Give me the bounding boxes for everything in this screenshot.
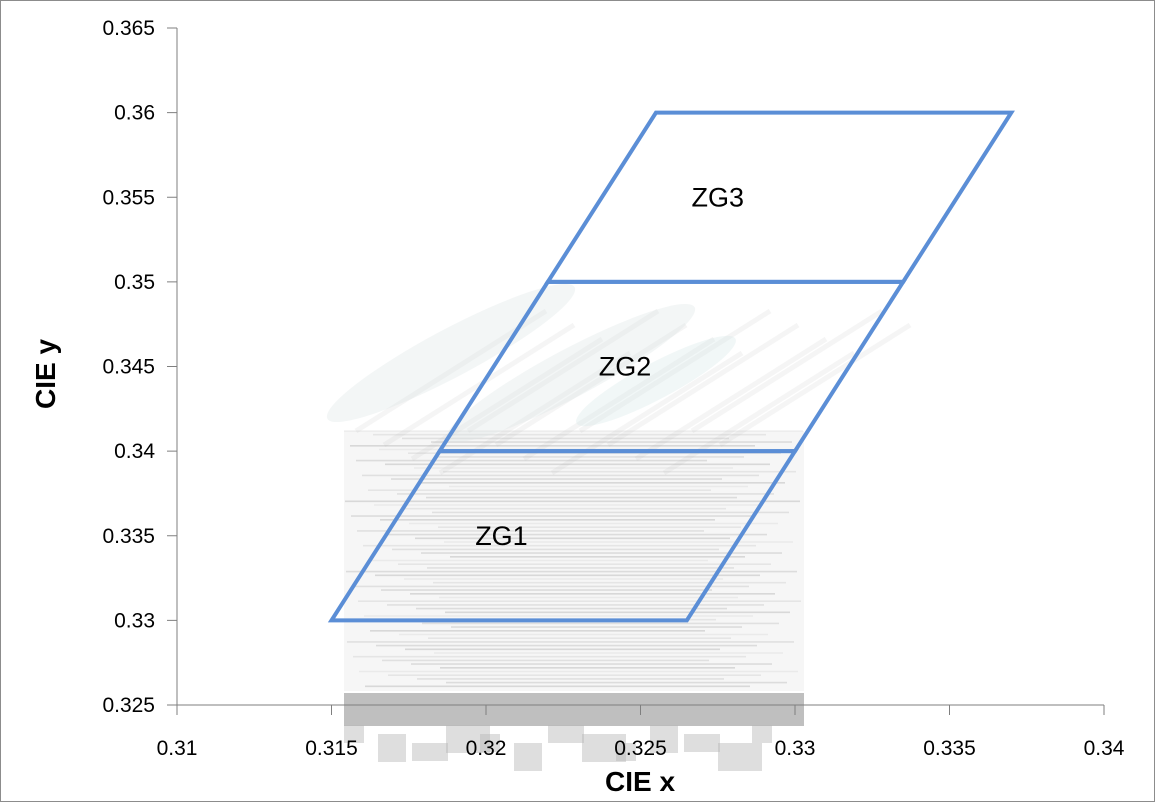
x-axis-title: CIE x bbox=[605, 766, 675, 797]
x-tick-label: 0.31 bbox=[157, 737, 198, 760]
artifact-diagonal bbox=[690, 308, 884, 434]
artifact-ellipse bbox=[576, 335, 736, 427]
artifact-block bbox=[718, 743, 762, 771]
artifact-diagonal bbox=[606, 322, 800, 448]
artifact-diagonal bbox=[634, 336, 828, 462]
artifact-diagonal bbox=[578, 308, 772, 434]
artifact-block bbox=[752, 725, 772, 743]
y-axis-title: CIE y bbox=[30, 339, 61, 409]
region-zg2-label: ZG2 bbox=[599, 352, 652, 382]
y-tick-label: 0.325 bbox=[102, 694, 155, 717]
x-axis: 0.31 0.315 0.32 0.325 0.33 0.335 0.34 bbox=[157, 705, 1125, 760]
compression-band bbox=[344, 431, 804, 691]
background-artifacts bbox=[326, 283, 912, 771]
artifact-block bbox=[344, 725, 364, 743]
y-tick-label: 0.36 bbox=[114, 102, 155, 125]
x-tick-label: 0.34 bbox=[1084, 737, 1125, 760]
artifact-ellipse bbox=[446, 303, 696, 443]
artifact-block bbox=[446, 725, 490, 753]
x-tick-label: 0.325 bbox=[614, 737, 667, 760]
x-tick-label: 0.335 bbox=[923, 737, 976, 760]
artifact-block bbox=[650, 725, 678, 753]
artifact-diagonal bbox=[494, 322, 688, 448]
x-tick-label: 0.32 bbox=[466, 737, 507, 760]
region-zg3-label: ZG3 bbox=[691, 182, 744, 212]
y-tick-label: 0.35 bbox=[114, 271, 155, 294]
artifact-ellipse bbox=[326, 283, 576, 423]
artifact-block bbox=[344, 693, 804, 726]
y-tick-label: 0.365 bbox=[102, 17, 155, 40]
x-tick-label: 0.315 bbox=[305, 737, 358, 760]
y-tick-label: 0.34 bbox=[114, 440, 155, 463]
region-zg1-label: ZG1 bbox=[475, 521, 528, 551]
artifact-diagonal bbox=[466, 308, 660, 434]
artifact-block bbox=[480, 734, 500, 752]
y-axis: 0.325 0.33 0.335 0.34 0.345 0.35 0.355 0.36 0.36… bbox=[102, 17, 177, 717]
y-tick-label: 0.355 bbox=[102, 186, 155, 209]
artifact-block bbox=[684, 734, 720, 752]
artifact-block bbox=[378, 734, 406, 762]
artifact-diagonal bbox=[718, 322, 912, 448]
region-zg3-outline bbox=[544, 110, 1015, 284]
artifact-block bbox=[548, 725, 584, 743]
artifact-block bbox=[582, 734, 626, 762]
artifact-diagonal bbox=[410, 336, 604, 462]
y-tick-label: 0.345 bbox=[102, 356, 155, 379]
y-tick-label: 0.335 bbox=[102, 525, 155, 548]
regions: ZG1 ZG2 ZG3 bbox=[327, 110, 1015, 623]
artifact-block bbox=[514, 743, 542, 771]
artifact-block bbox=[412, 743, 448, 761]
x-tick-label: 0.33 bbox=[775, 737, 816, 760]
artifact-diagonal bbox=[382, 322, 576, 448]
artifact-diagonal bbox=[522, 336, 716, 462]
artifact-block bbox=[616, 743, 636, 761]
y-tick-label: 0.33 bbox=[114, 609, 155, 632]
